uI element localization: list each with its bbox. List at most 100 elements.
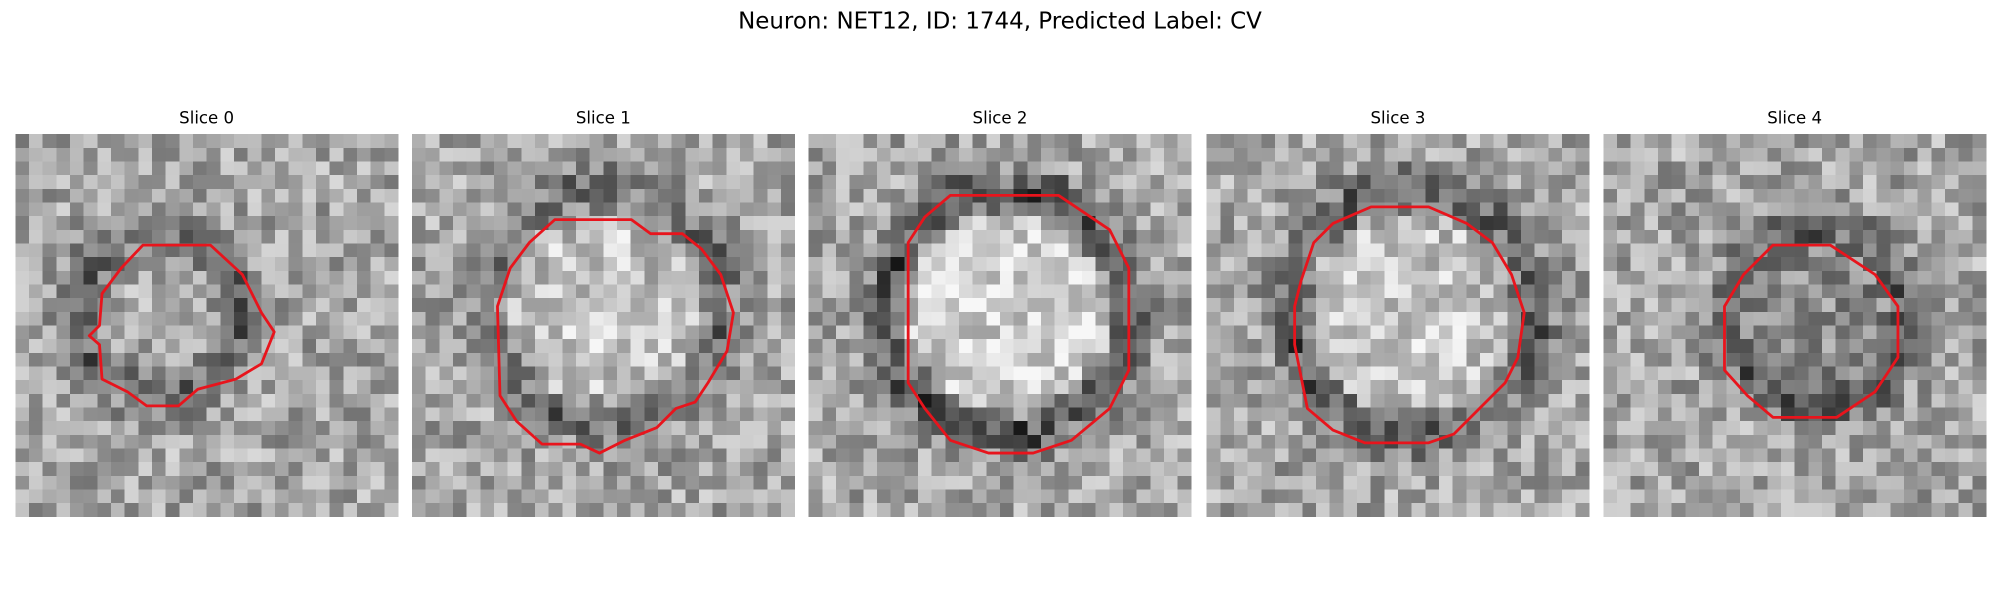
pixel (685, 434, 700, 449)
pixel (138, 366, 153, 381)
pixel (1000, 147, 1015, 162)
pixel (877, 475, 892, 490)
pixel (1493, 161, 1508, 176)
pixel (589, 243, 604, 258)
pixel (739, 202, 755, 217)
pixel (890, 216, 905, 231)
pixel (110, 147, 126, 162)
pixel (753, 503, 768, 518)
pixel (1767, 229, 1782, 244)
pixel (466, 161, 481, 176)
pixel (15, 325, 30, 340)
pixel (521, 366, 536, 381)
pixel (917, 434, 933, 449)
pixel (1274, 393, 1290, 408)
pixel (1548, 175, 1563, 190)
pixel (1958, 407, 1973, 422)
pixel (726, 489, 741, 504)
pixel (959, 147, 974, 162)
pixel (1206, 229, 1221, 244)
pixel (356, 134, 372, 149)
pixel (1163, 489, 1179, 504)
pixel (1000, 352, 1015, 367)
pixel (1575, 407, 1590, 422)
pixel (1931, 366, 1946, 381)
pixel (890, 352, 905, 367)
pixel (343, 352, 358, 367)
pixel (1220, 475, 1235, 490)
pixel (644, 257, 659, 272)
pixel (863, 284, 878, 299)
pixel (972, 366, 987, 381)
pixel (1136, 352, 1151, 367)
pixel (1931, 188, 1946, 203)
pixel (1082, 434, 1097, 449)
pixel (1329, 147, 1344, 162)
pixel (1438, 284, 1453, 299)
pixel (822, 175, 837, 190)
pixel (206, 298, 221, 313)
pixel (15, 243, 30, 258)
pixel (261, 134, 276, 149)
pixel (1206, 489, 1221, 504)
pixel (726, 202, 741, 217)
pixel (1384, 352, 1399, 367)
pixel (179, 380, 194, 395)
pixel (356, 503, 372, 518)
pixel (1370, 175, 1385, 190)
pixel (425, 489, 440, 504)
pixel (1109, 216, 1124, 231)
pixel (329, 243, 344, 258)
pixel (1548, 188, 1563, 203)
pixel (521, 270, 536, 285)
pixel (630, 175, 645, 190)
pixel (1068, 462, 1083, 477)
pixel (1603, 434, 1618, 449)
pixel (1794, 284, 1809, 299)
pixel (780, 352, 796, 367)
pixel (233, 489, 249, 504)
pixel (1862, 229, 1878, 244)
pixel (1903, 229, 1919, 244)
pixel (15, 393, 30, 408)
pixel (616, 270, 632, 285)
pixel (562, 489, 577, 504)
pixel (42, 393, 57, 408)
pixel (1780, 284, 1796, 299)
pixel (904, 298, 919, 313)
pixel (439, 202, 454, 217)
pixel (261, 188, 276, 203)
pixel (179, 202, 194, 217)
pixel (1466, 448, 1481, 463)
pixel (302, 489, 317, 504)
pixel (1944, 325, 1960, 340)
pixel (1657, 489, 1673, 504)
pixel (1561, 216, 1576, 231)
pixel (603, 243, 618, 258)
pixel (959, 284, 974, 299)
pixel (1082, 448, 1097, 463)
pixel (671, 489, 686, 504)
pixel (1136, 298, 1151, 313)
pixel (739, 216, 755, 231)
pixel (1013, 134, 1028, 149)
pixel (1356, 475, 1372, 490)
pixel (1343, 284, 1358, 299)
pixel (302, 147, 317, 162)
pixel (548, 325, 563, 340)
pixel (1726, 339, 1741, 354)
pixel (534, 243, 550, 258)
pixel (1054, 298, 1069, 313)
pixel (808, 352, 823, 367)
pixel (124, 161, 139, 176)
pixel (822, 311, 837, 326)
pixel (1698, 134, 1714, 149)
pixel (1794, 407, 1809, 422)
pixel (411, 448, 427, 463)
pixel (42, 352, 57, 367)
pixel (493, 366, 509, 381)
pixel (274, 434, 290, 449)
pixel (739, 393, 755, 408)
pixel (890, 202, 905, 217)
pixel (110, 175, 126, 190)
